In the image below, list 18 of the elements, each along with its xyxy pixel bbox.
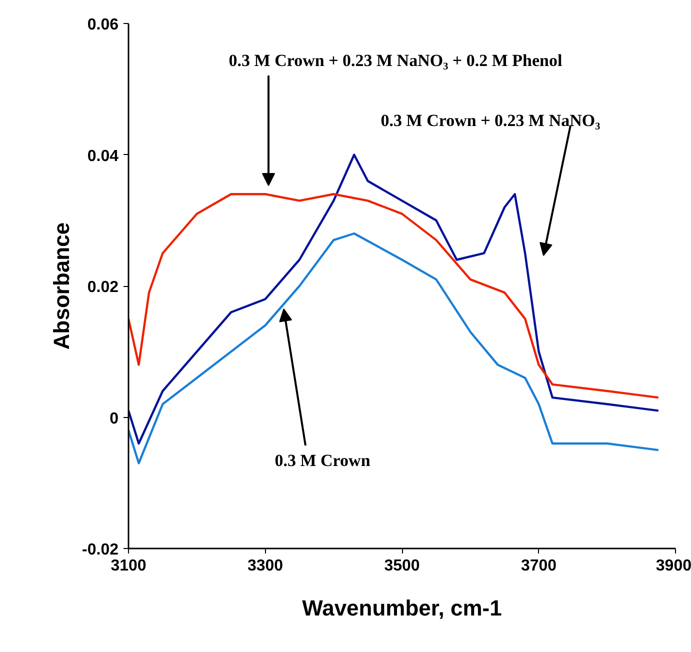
x-tick-label: 3100 xyxy=(110,558,146,574)
line-series xyxy=(128,154,660,445)
y-tick-label: 0 xyxy=(110,410,119,428)
y-tick-label: -0.02 xyxy=(82,542,119,558)
annotation: 0.3 M Crown + 0.23 M NaNO₃ xyxy=(380,111,600,130)
line-series xyxy=(128,193,660,399)
x-tick-label: 3700 xyxy=(520,558,557,574)
y-tick-label: 0.04 xyxy=(87,148,119,165)
x-tick-label: 3900 xyxy=(656,558,691,574)
y-tick-label: 0.02 xyxy=(87,279,119,296)
annotation: 0.3 M Crown xyxy=(274,451,371,470)
annotation: 0.3 M Crown + 0.23 M NaNO₃ + 0.2 M Phenol xyxy=(228,51,562,70)
x-tick-label: 3500 xyxy=(384,558,420,574)
x-axis-title: Wavenumber, cm-1 xyxy=(302,596,502,620)
line-series xyxy=(128,232,660,464)
y-axis-title: Absorbance xyxy=(49,222,74,350)
y-tick-label: 0.06 xyxy=(87,16,119,34)
x-tick-label: 3300 xyxy=(247,558,284,574)
